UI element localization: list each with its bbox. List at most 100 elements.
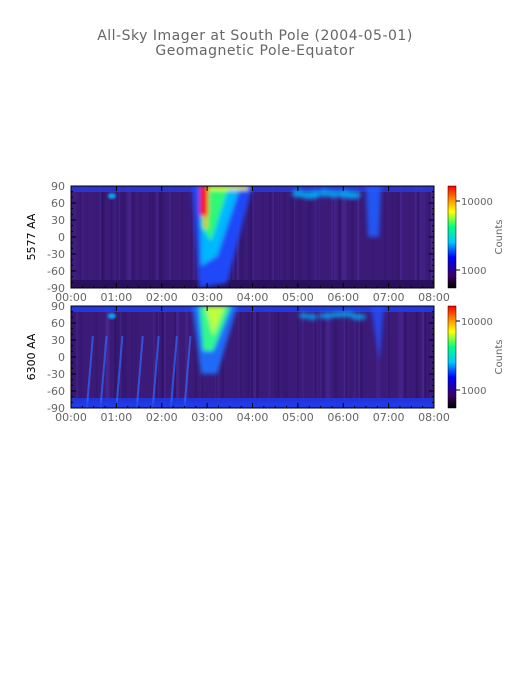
heatmap-texture xyxy=(159,306,161,408)
heatmap-streak xyxy=(115,335,124,408)
heatmap-texture xyxy=(89,186,92,288)
heatmap-texture xyxy=(292,186,294,288)
heatmap-texture xyxy=(384,186,386,288)
heatmap-texture xyxy=(357,186,360,288)
heatmap-texture xyxy=(309,186,312,288)
colorbar xyxy=(447,185,457,289)
heatmap-texture xyxy=(268,306,271,408)
colorbar-tick-label: 1000 xyxy=(461,386,486,397)
heatmap-texture xyxy=(248,186,250,288)
heatmap-texture xyxy=(191,186,193,288)
heatmap-texture xyxy=(409,306,412,408)
heatmap-texture xyxy=(114,306,117,408)
heatmap-texture xyxy=(185,306,189,408)
heatmap-texture xyxy=(376,306,378,408)
heatmap-texture xyxy=(361,306,363,408)
heatmap-texture xyxy=(81,186,84,288)
heatmap-texture xyxy=(314,306,318,408)
heatmap-texture xyxy=(149,186,152,288)
y-tick-label: -90 xyxy=(47,282,65,295)
x-tick-label: 03:00 xyxy=(191,291,223,304)
heatmap-texture xyxy=(422,306,424,408)
heatmap-texture xyxy=(128,186,132,288)
heatmap-texture xyxy=(325,306,327,408)
heatmap-texture xyxy=(393,186,395,288)
heatmap-texture xyxy=(417,186,420,288)
feature-peak xyxy=(204,216,208,228)
heatmap-texture xyxy=(131,306,134,408)
heatmap-texture xyxy=(354,306,356,408)
heatmap-texture xyxy=(285,306,288,408)
heatmap-texture xyxy=(192,186,195,288)
feature-patch xyxy=(306,313,318,320)
heatmap-texture xyxy=(398,306,401,408)
x-tick-label: 07:00 xyxy=(373,411,405,424)
colorbar-tick-label: 10000 xyxy=(461,197,493,208)
y-tick-label: 30 xyxy=(51,334,65,347)
feature-spot xyxy=(107,313,116,319)
heatmap-texture xyxy=(331,186,333,288)
heatmap-texture xyxy=(302,306,304,408)
heatmap-texture xyxy=(274,186,276,288)
heatmap-texture xyxy=(99,186,102,288)
heatmap-texture xyxy=(414,186,417,288)
heatmap-texture xyxy=(131,186,135,288)
heatmap-texture xyxy=(252,186,255,288)
feature-patch xyxy=(328,189,338,198)
x-tick-label: 01:00 xyxy=(101,411,133,424)
heatmap-texture xyxy=(238,186,241,288)
heatmap-texture xyxy=(360,306,363,408)
heatmap-texture xyxy=(79,186,82,288)
heatmap-texture xyxy=(181,186,184,288)
x-tick-label: 05:00 xyxy=(282,411,314,424)
heatmap-texture xyxy=(293,186,296,288)
heatmap-texture xyxy=(422,186,426,288)
feature-1 xyxy=(192,186,253,288)
heatmap-texture xyxy=(76,306,78,408)
colorbar xyxy=(447,305,457,409)
heatmap-streak xyxy=(135,335,144,408)
heatmap-texture xyxy=(269,186,271,288)
feature-spot xyxy=(107,193,116,199)
heatmap-texture xyxy=(415,306,418,408)
heatmap-texture xyxy=(343,186,346,288)
feature-patch xyxy=(344,191,361,200)
y-tick-label: 0 xyxy=(58,351,65,364)
heatmap-texture xyxy=(80,306,83,408)
x-tick-label: 08:00 xyxy=(418,291,450,304)
heatmap-texture xyxy=(356,306,359,408)
heatmap-texture xyxy=(262,186,264,288)
heatmap-texture xyxy=(115,186,119,288)
heatmap-texture xyxy=(316,186,319,288)
heatmap-texture xyxy=(318,186,320,288)
x-tick-label: 04:00 xyxy=(237,411,269,424)
x-tick-label: 04:00 xyxy=(237,291,269,304)
heatmap-texture xyxy=(120,186,122,288)
heatmap-texture xyxy=(333,186,337,288)
feature-3 xyxy=(365,186,382,237)
heatmap-texture xyxy=(133,306,136,408)
x-tick-label: 06:00 xyxy=(327,291,359,304)
heatmap-texture xyxy=(135,306,137,408)
colorbar-label: Counts xyxy=(494,220,505,255)
x-tick-label: 02:00 xyxy=(146,291,178,304)
panel-1-image xyxy=(71,186,434,288)
heatmap-texture xyxy=(161,186,165,288)
heatmap-texture xyxy=(272,186,275,288)
x-tick-label: 06:00 xyxy=(327,411,359,424)
heatmap-texture xyxy=(153,306,156,408)
heatmap-texture xyxy=(283,186,286,288)
feature-3 xyxy=(298,306,385,361)
heatmap-texture xyxy=(274,306,278,408)
feature-patch xyxy=(311,190,321,199)
x-tick-label: 00:00 xyxy=(55,411,87,424)
heatmap-texture xyxy=(103,186,105,288)
heatmap-texture xyxy=(299,186,302,288)
x-tick-label: 08:00 xyxy=(418,411,450,424)
y-tick-label: -30 xyxy=(47,248,65,261)
heatmap-texture xyxy=(277,186,279,288)
heatmap-texture xyxy=(171,186,173,288)
heatmap-texture xyxy=(340,186,343,288)
heatmap-texture xyxy=(239,306,243,408)
heatmap-texture xyxy=(221,306,224,408)
